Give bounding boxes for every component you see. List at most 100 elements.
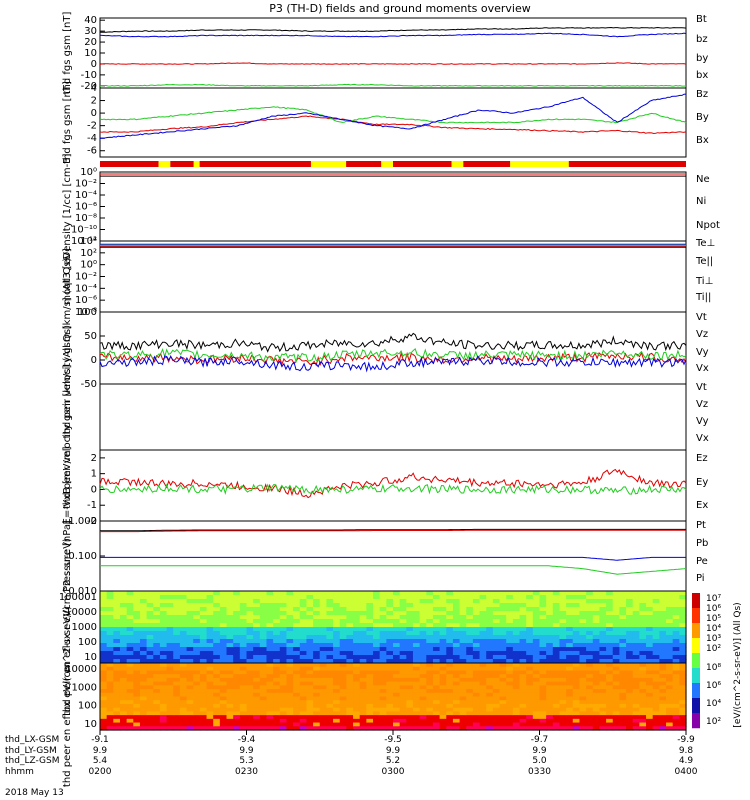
spectrogram-cell [219,639,228,644]
spectrogram-cell [626,707,634,712]
spectrogram-cell [113,591,121,596]
spectrogram-cell [279,700,288,705]
spectrogram-cell [486,627,494,632]
spectrogram-cell [139,639,148,644]
flag-segment [510,161,569,167]
spectrogram-cell [546,611,554,616]
spectrogram-cell [153,635,161,640]
spectrogram-cell [532,611,541,616]
spectrogram-cell [659,627,667,632]
spectrogram-cell [346,696,354,701]
spectrogram-cell [266,635,274,640]
spectrogram-cell [452,611,461,616]
spectrogram-cell [393,681,401,686]
spectrogram-cell [153,627,161,632]
spectrogram-cell [219,599,228,604]
spectrogram-cell [179,677,188,683]
colorbar-cell [692,701,700,706]
spectrogram-cell [326,707,334,712]
spectrogram-cell [679,595,687,600]
spectrogram-cell [206,595,214,600]
spectrogram-cell [586,696,594,701]
spectrogram-cell [566,718,574,724]
spectrogram-cell [153,647,161,652]
spectrogram-cell [359,711,367,716]
spectrogram-cell [532,619,541,624]
spectrogram-cell [273,635,281,640]
spectrogram-cell [579,659,587,664]
spectrogram-cell [259,692,268,698]
spectrogram-cell [486,707,494,712]
spectrogram-cell [386,666,394,672]
spectrogram-cell [206,619,214,624]
spectrogram-cell [139,703,148,709]
spectrogram-cell [293,647,301,652]
spectrogram-cell [279,677,288,683]
spectrogram-cell [499,700,507,705]
spectrogram-cell [379,674,387,679]
spectrogram-cell [632,603,640,608]
spectrogram-cell [546,595,554,600]
spectrogram-cell [452,643,461,648]
spectrogram-cell [572,595,581,600]
spectrogram-cell [319,726,328,731]
spectrogram-cell [572,674,581,679]
spectrogram-cell [313,707,321,712]
spectrogram-cell [386,635,394,640]
spectrogram-cell [206,599,214,604]
spectrogram-cell [672,607,680,612]
spectrogram-cell [146,619,154,624]
spectrogram-cell [472,659,481,664]
spectrogram-cell [646,631,654,636]
spectrogram-cell [419,711,427,716]
spectrogram-cell [466,685,474,690]
spectrogram-cell [379,603,387,608]
spectrogram-cell [253,607,261,612]
spectrogram-cell [426,623,434,628]
spectrogram-cell [379,718,387,724]
spectrogram-cell [512,603,521,608]
spectrogram-cell [632,663,640,668]
spectrogram-cell [106,611,114,616]
spectrogram-cell [659,696,667,701]
spectrogram-cell [592,677,601,683]
spectrogram-cell [279,639,288,644]
spectrogram-cell [299,615,308,620]
spectrogram-cell [199,700,208,705]
spectrogram-cell [406,722,414,727]
spectrogram-cell [632,715,640,720]
spectrogram-cell [659,647,667,652]
spectrogram-cell [419,603,427,608]
spectrogram-cell [672,611,680,616]
spectrogram-cell [452,677,461,683]
spectrogram-cell [619,700,627,705]
spectrogram-cell [572,663,581,668]
spectrogram-cell [586,647,594,652]
spectrogram-cell [526,722,534,727]
spectrogram-cell [512,639,521,644]
spectrogram-cell [246,718,254,724]
spectrogram-cell [199,670,208,675]
spectrogram-cell [126,715,134,720]
spectrogram-cell [639,689,647,694]
spectrogram-cell [219,670,228,675]
spectrogram-cell [373,674,381,679]
spectrogram-cell [452,599,461,604]
spectrogram-cell [606,696,614,701]
spectrogram-cell [446,685,454,690]
spectrogram-cell [113,696,121,701]
spectrogram-cell [419,631,427,636]
spectrogram-cell [519,623,527,628]
spectrogram-cell [419,623,427,628]
spectrogram-cell [286,643,294,648]
spectrogram-cell [146,647,154,652]
spectrogram-cell [519,681,527,686]
spectrogram-cell [113,643,121,648]
spectrogram-cell [512,647,521,652]
spectrogram-cell [612,591,621,596]
spectrogram-cell [586,663,594,668]
spectrogram-cell [379,677,387,683]
spectrogram-cell [339,685,347,690]
spectrogram-cell [166,677,174,683]
spectrogram-cell [579,696,587,701]
